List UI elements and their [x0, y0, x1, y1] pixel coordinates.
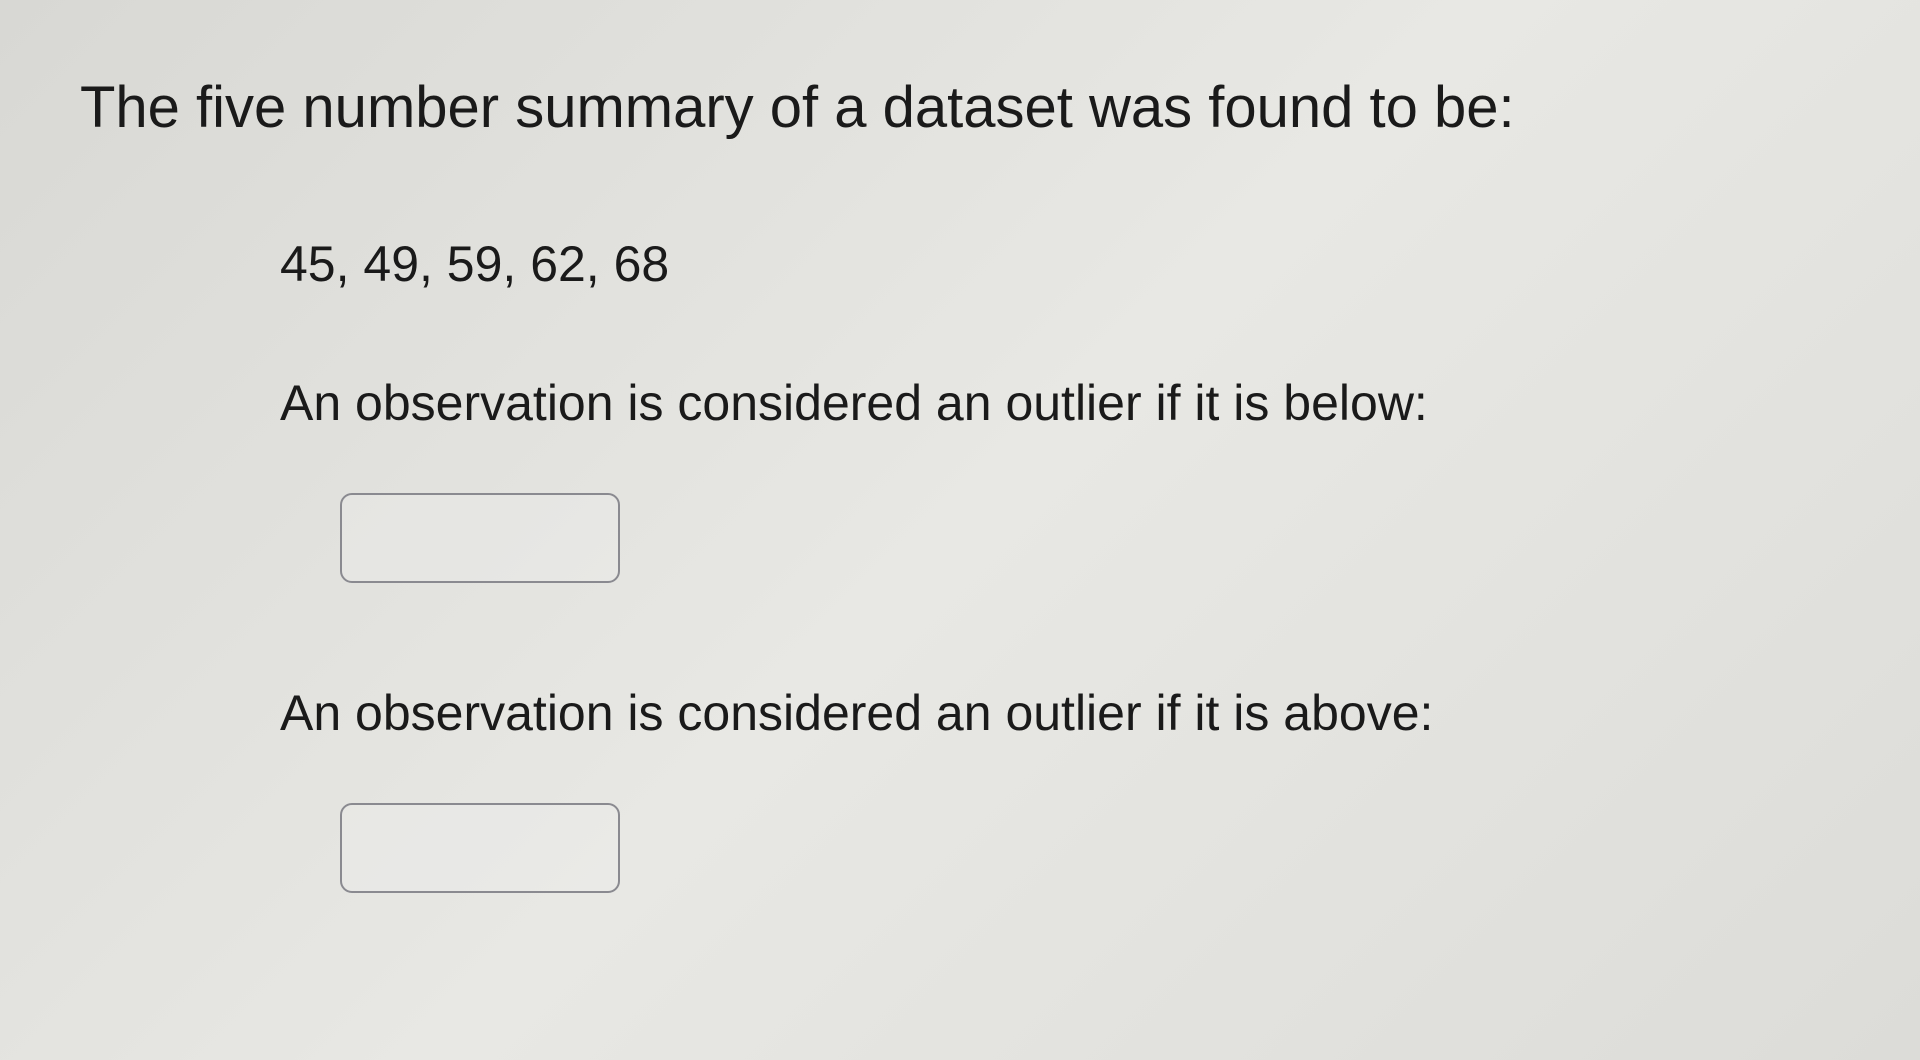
outlier-above-prompt: An observation is considered an outlier … [280, 678, 1840, 748]
outlier-below-prompt: An observation is considered an outlier … [280, 368, 1840, 438]
outlier-above-input[interactable] [340, 803, 620, 893]
question-content: 45, 49, 59, 62, 68 An observation is con… [80, 235, 1840, 893]
outlier-below-input[interactable] [340, 493, 620, 583]
five-number-summary: 45, 49, 59, 62, 68 [280, 235, 1840, 293]
input-above-wrapper [280, 803, 1840, 893]
input-below-wrapper [280, 493, 1840, 583]
question-title: The five number summary of a dataset was… [80, 70, 1840, 145]
